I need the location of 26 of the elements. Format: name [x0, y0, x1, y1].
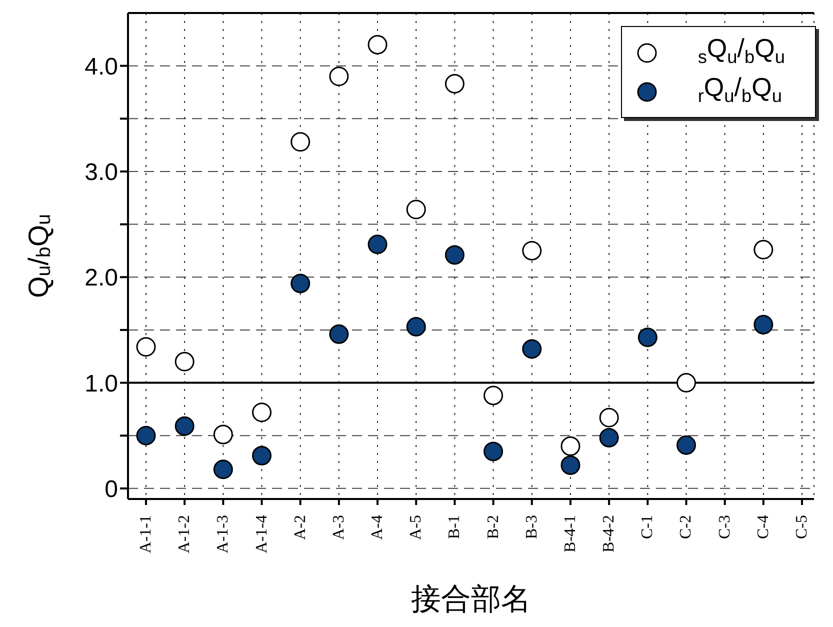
x-tick-label: B-2: [484, 515, 502, 539]
x-tick-label: B-1: [446, 515, 464, 539]
y-tick-label: 0: [104, 476, 118, 503]
x-tick-label: A-4: [369, 515, 386, 540]
x-axis-title: 接合部名: [411, 582, 531, 617]
y-tick-label: 4.0: [84, 53, 118, 80]
x-tick-label: A-2: [292, 515, 309, 540]
x-tick-label: A-1-1: [138, 515, 154, 554]
x-tick-label: C-1: [639, 515, 656, 539]
x-tick-label: B-4-1: [562, 515, 579, 552]
x-tick-label: A-1-4: [253, 515, 270, 554]
y-tick-label: 2.0: [84, 264, 118, 292]
x-tick-label: C-4: [754, 515, 772, 539]
x-tick-label: A-5: [408, 515, 425, 540]
y-tick-label: 1.0: [84, 370, 118, 398]
legend-label: $_{s}$Q$_{u}$/$_{b}$Q$_{u}$: [698, 33, 785, 68]
x-tick-label: B-4-2: [600, 515, 618, 552]
legend-label: $_{r}$Q$_{u}$/$_{b}$Q$_{u}$: [698, 72, 782, 106]
x-tick-label: C-3: [716, 515, 734, 539]
x-tick-label: A-3: [330, 515, 348, 540]
x-tick-label: C-2: [678, 515, 695, 539]
x-tick-label: A-1-3: [214, 515, 232, 554]
x-tick-label: C-5: [794, 515, 810, 539]
x-tick-label: B-3: [523, 515, 540, 539]
y-tick-label: 3.0: [84, 159, 118, 186]
x-tick-label: A-1-2: [176, 515, 194, 554]
